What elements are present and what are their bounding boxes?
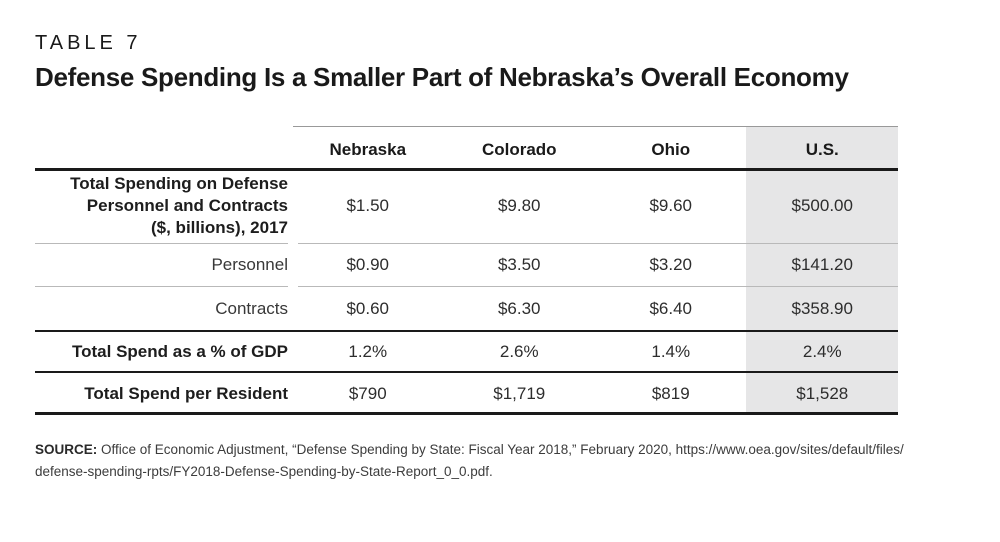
column-header-colorado: Colorado [481,140,557,159]
report-table-figure: TABLE 7 Defense Spending Is a Smaller Pa… [0,31,1000,542]
data-cell: $500.00 [791,196,853,215]
column-header-us: U.S. [805,140,839,159]
row-label: Contracts [215,298,288,318]
row-label: Total Spend as a % of GDP [72,341,288,361]
data-cell: $819 [651,383,690,403]
data-cell: 1.2% [348,341,388,361]
table-row: Total Spend as a % of GDP 1.2% 2.6% 1.4% 2.4… [35,331,898,372]
table-row: Personnel $0.90 $3.50 $3.20 $141.20 [35,243,898,286]
table-row: Total Spending on Defense Personnel and C… [35,169,898,243]
data-cell: $1,528 [796,383,849,403]
column-header-ohio: Ohio [651,140,691,159]
source-note: SOURCE: Office of Economic Adjustment, “… [35,439,980,482]
data-cell: 2.4% [802,341,842,361]
data-cell: $1.50 [346,196,390,215]
data-cell: $9.80 [497,196,541,215]
row-label: Total Spend per Resident [84,383,288,403]
data-cell: 2.6% [499,341,539,361]
us-column-highlight [746,127,898,414]
source-text-line2: defense-spending-rpts/FY2018-Defense-Spe… [35,463,493,479]
data-cell: $1,719 [493,383,546,403]
data-cell: $3.20 [649,254,693,274]
row-label: Total Spending on Defense Personnel and C… [70,174,288,237]
data-cell: $0.90 [346,254,390,274]
data-cell: $6.40 [649,298,693,318]
defense-spending-table: Nebraska Colorado Ohio U.S. Total Spending o… [35,126,898,415]
table-number-label: TABLE 7 [35,32,142,54]
source-text-line1: Office of Economic Adjustment, “Defense … [101,442,904,457]
table-rows: Nebraska Colorado Ohio U.S. Total Spending o… [35,126,898,415]
data-cell: $141.20 [791,254,853,274]
table-row: Contracts $0.60 $6.30 $6.40 $358.90 [35,286,898,331]
data-cell: 1.4% [651,341,691,361]
data-cell: $0.60 [346,298,390,318]
column-header-nebraska: Nebraska [329,140,407,159]
data-cell: $3.50 [497,254,541,274]
data-cell: $6.30 [497,298,541,318]
row-label: Personnel [211,254,288,274]
data-cell: $790 [348,383,387,403]
data-cell: $9.60 [649,196,693,215]
source-label: SOURCE: [35,442,98,457]
table-row: Total Spend per Resident $790 $1,719 $819 $1… [35,372,898,415]
column-header-row: Nebraska Colorado Ohio U.S. [35,126,898,169]
figure-title: Defense Spending Is a Smaller Part of Ne… [35,62,849,92]
data-cell: $358.90 [791,298,853,318]
